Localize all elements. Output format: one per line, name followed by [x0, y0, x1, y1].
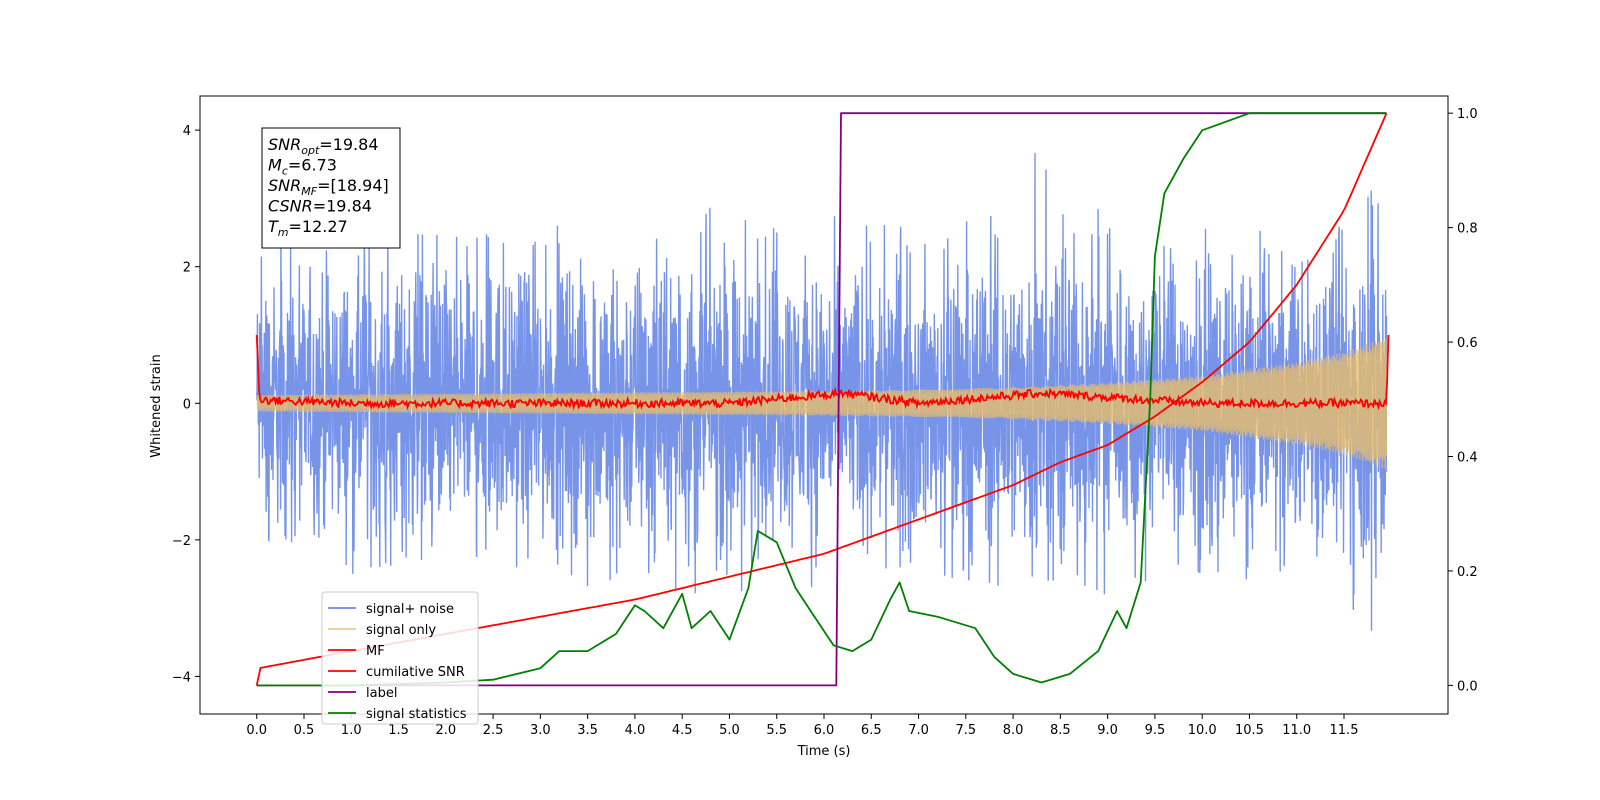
annotation-line: Mc=6.73 [268, 156, 337, 178]
y-right-tick-label: 0.6 [1457, 336, 1478, 351]
series-label-line [256, 112, 1387, 687]
x-axis-label: Time (s) [797, 744, 851, 759]
x-tick-label: 7.0 [908, 723, 929, 738]
x-tick-label: 9.0 [1097, 723, 1118, 738]
x-tick-label: 8.0 [1003, 723, 1024, 738]
annotation-line: SNRopt=19.84 [268, 135, 379, 157]
y-axis-left-ticks: 4 2 0 −2 −4 [172, 124, 200, 685]
y-left-tick-label: −4 [172, 670, 191, 685]
legend-label: signal only [366, 623, 436, 638]
y-left-tick-label: −2 [172, 534, 191, 549]
y-right-tick-label: 1.0 [1457, 107, 1478, 122]
y-right-tick-label: 0.4 [1457, 451, 1478, 466]
x-tick-label: 3.5 [577, 723, 598, 738]
legend-frame [321, 591, 479, 725]
y-right-tick-label: 0.8 [1457, 222, 1478, 237]
y-axis-left-label: Whitened strain [149, 354, 164, 457]
x-tick-label: 2.0 [435, 723, 456, 738]
annotation-frame [261, 127, 401, 249]
series-signal-only-line [256, 338, 1388, 470]
x-tick-label: 11.0 [1282, 723, 1311, 738]
x-tick-label: 0.0 [246, 723, 267, 738]
series-mf-line [255, 334, 1390, 411]
series-signal-statistics-line [256, 112, 1387, 687]
x-tick-label: 5.0 [719, 723, 740, 738]
annotation-line: SNRMF=[18.94] [268, 176, 389, 198]
x-tick-label: 1.0 [341, 723, 362, 738]
x-tick-label: 9.5 [1145, 723, 1166, 738]
x-tick-label: 8.5 [1050, 723, 1071, 738]
x-tick-label: 10.0 [1188, 723, 1217, 738]
x-tick-label: 2.5 [483, 723, 504, 738]
x-tick-label: 0.5 [294, 723, 315, 738]
x-tick-label: 11.5 [1330, 723, 1359, 738]
y-left-tick-label: 2 [183, 261, 191, 276]
x-tick-label: 6.0 [814, 723, 835, 738]
x-tick-label: 6.5 [861, 723, 882, 738]
x-tick-label: 10.5 [1235, 723, 1264, 738]
x-tick-label: 4.0 [625, 723, 646, 738]
legend-label: signal statistics [366, 707, 467, 722]
legend: signal+ noise signal only MF cumilative SNR… [321, 591, 479, 725]
x-tick-label: 3.0 [530, 723, 551, 738]
y-left-tick-label: 0 [183, 397, 191, 412]
legend-label: cumilative SNR [366, 665, 465, 680]
legend-label: label [366, 686, 397, 701]
annotation-line: Tm=12.27 [268, 217, 348, 239]
metrics-annotation-box: SNRopt=19.84Mc=6.73SNRMF=[18.94]CSNR=19.… [261, 127, 401, 249]
x-tick-label: 5.5 [766, 723, 787, 738]
x-axis-ticks: 0.0 0.5 1.0 1.5 2.0 2.5 3.0 3.5 4.0 4.5 5.0 5.5 6.0 6… [246, 714, 1358, 738]
x-tick-label: 4.5 [672, 723, 693, 738]
x-tick-label: 1.5 [388, 723, 409, 738]
legend-label: MF [366, 644, 385, 659]
x-tick-label: 7.5 [955, 723, 976, 738]
legend-label: signal+ noise [366, 602, 454, 617]
y-axis-right-ticks: 1.0 0.8 0.6 0.4 0.2 0.0 [1448, 107, 1478, 694]
y-right-tick-label: 0.0 [1457, 679, 1478, 694]
y-left-tick-label: 4 [183, 124, 191, 139]
y-right-tick-label: 0.2 [1457, 565, 1478, 580]
annotation-line: CSNR=19.84 [268, 197, 372, 216]
